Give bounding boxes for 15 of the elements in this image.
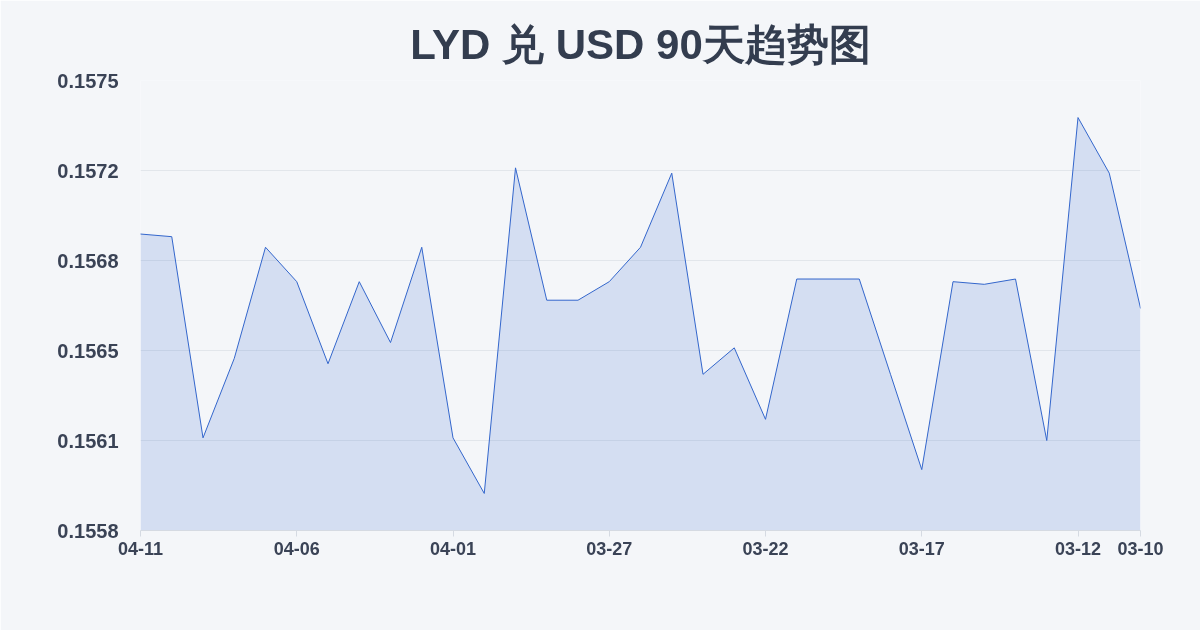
x-tick-label: 04-11 <box>117 538 164 559</box>
y-tick-label: 0.1558 <box>57 519 119 542</box>
chart-title: LYD 兑 USD 90天趋势图 <box>410 20 871 68</box>
x-tick-label: 03-10 <box>1117 538 1164 559</box>
y-tick-label: 0.1561 <box>57 429 119 452</box>
x-tick-label: 03-12 <box>1054 538 1102 559</box>
y-tick-label: 0.1575 <box>57 69 119 92</box>
y-tick-label: 0.1568 <box>57 249 119 272</box>
x-tick-label: 03-17 <box>898 538 945 559</box>
y-tick-label: 0.1572 <box>57 159 119 182</box>
x-tick-label: 04-01 <box>429 538 477 559</box>
x-tick-label: 03-27 <box>586 538 633 559</box>
x-tick-label: 03-22 <box>742 538 789 559</box>
x-tick-label: 04-06 <box>273 538 320 559</box>
y-tick-label: 0.1565 <box>57 339 119 362</box>
